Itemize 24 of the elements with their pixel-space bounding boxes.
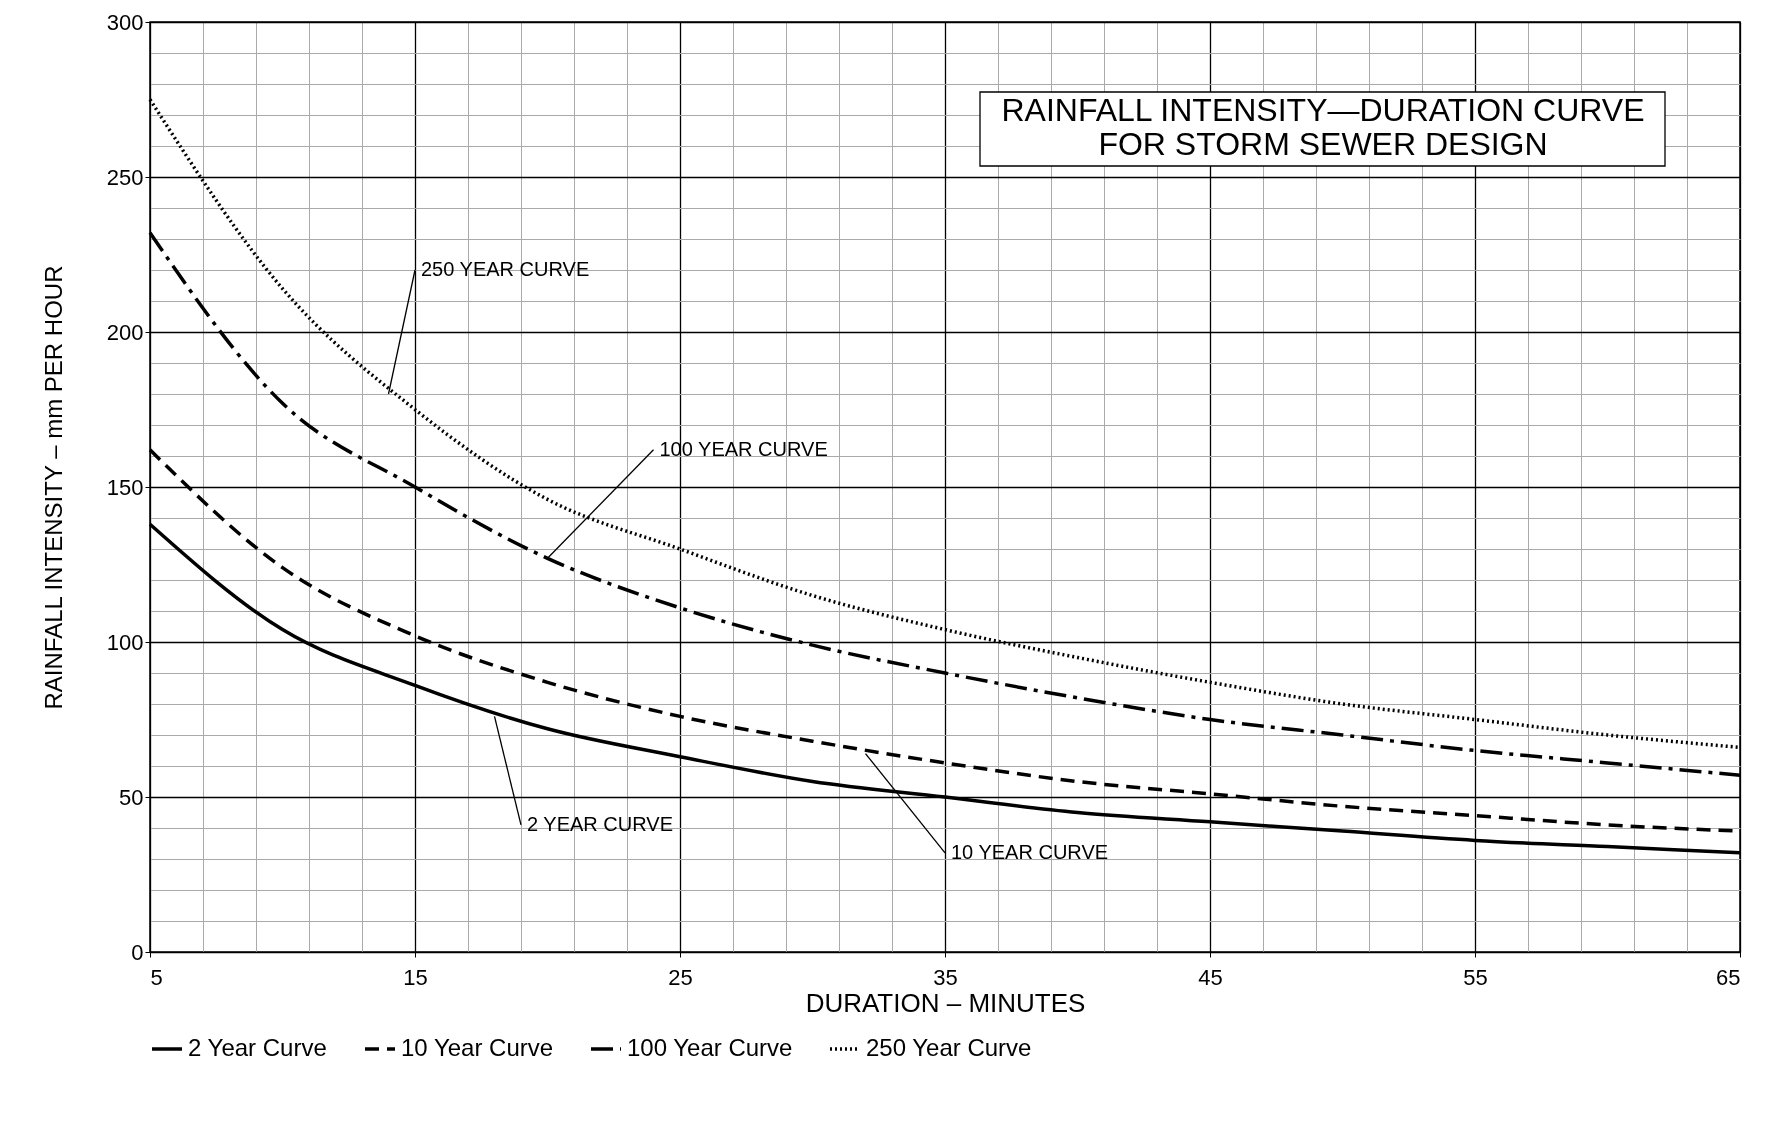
x-tick-label: 45 <box>1198 964 1223 990</box>
x-tick-label: 65 <box>1716 964 1741 990</box>
y-tick-label: 50 <box>119 784 144 810</box>
y-axis-title: RAINFALL INTENSITY – mm PER HOUR <box>39 265 67 710</box>
annotation: 2 YEAR CURVE <box>527 812 673 835</box>
y-tick-label: 100 <box>106 629 144 655</box>
legend-label: 10 Year Curve <box>401 1034 554 1061</box>
x-tick-label: 35 <box>933 964 958 990</box>
x-tick-label: 5 <box>150 964 163 990</box>
legend-label: 100 Year Curve <box>627 1034 793 1061</box>
y-tick-label: 0 <box>131 939 144 965</box>
x-axis-title: DURATION – MINUTES <box>805 987 1086 1018</box>
annotation: 250 YEAR CURVE <box>421 258 590 280</box>
x-tick-label: 55 <box>1463 964 1488 990</box>
y-tick-label: 250 <box>106 164 144 190</box>
x-tick-label: 15 <box>403 964 428 990</box>
legend-label: 250 Year Curve <box>866 1034 1032 1061</box>
y-tick-label: 300 <box>106 9 144 35</box>
x-tick-label: 25 <box>668 964 693 990</box>
y-tick-label: 150 <box>106 474 144 500</box>
legend-label: 2 Year Curve <box>188 1034 327 1061</box>
annotation: 10 YEAR CURVE <box>951 840 1109 863</box>
y-tick-label: 200 <box>106 319 144 345</box>
text: RAINFALL INTENSITY—DURATION CURVE FOR STORM SEWER DESIGN <box>1001 92 1645 162</box>
